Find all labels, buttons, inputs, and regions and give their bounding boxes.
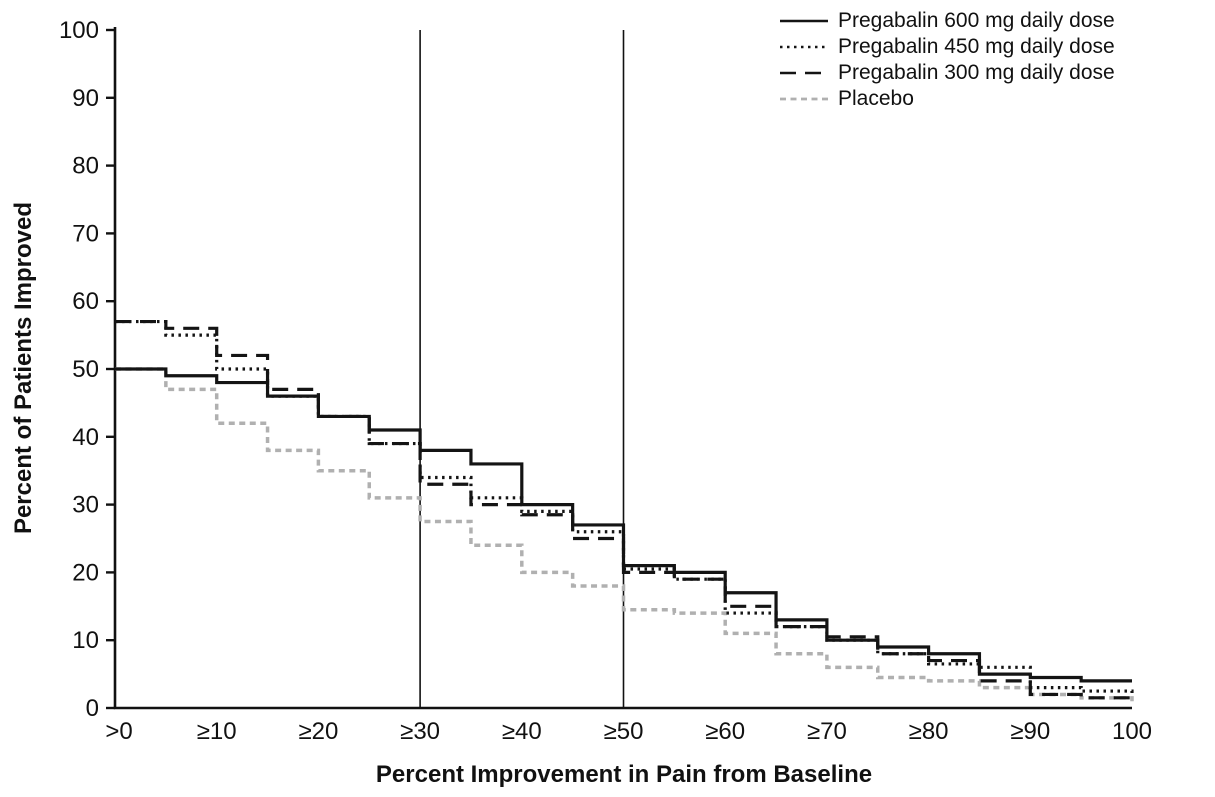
series-line-0 — [115, 367, 1132, 683]
line-sample-solid-icon — [780, 19, 828, 23]
y-tick-label: 90 — [72, 85, 99, 112]
y-tick-label: 10 — [72, 627, 99, 654]
legend-item-placebo: Placebo — [778, 86, 1115, 112]
x-tick-label: 100 — [1112, 718, 1152, 745]
x-tick-label: ≥60 — [705, 718, 745, 745]
y-tick-label: 20 — [72, 559, 99, 586]
y-tick-label: 70 — [72, 220, 99, 247]
x-tick-label: >0 — [105, 718, 132, 745]
y-tick-label: 100 — [59, 17, 99, 44]
y-axis-title: Percent of Patients Improved — [10, 201, 37, 535]
legend-label-placebo: Placebo — [838, 87, 914, 110]
x-tick-label: ≥30 — [400, 718, 440, 745]
legend: Pregabalin 600 mg daily dose Pregabalin … — [778, 8, 1115, 112]
line-sample-dotted-icon — [780, 45, 828, 49]
series-line-3 — [115, 367, 1134, 702]
y-tick-label: 0 — [86, 695, 99, 722]
legend-label-450mg: Pregabalin 450 mg daily dose — [838, 35, 1115, 58]
legend-item-300mg: Pregabalin 300 mg daily dose — [778, 60, 1115, 86]
legend-label-300mg: Pregabalin 300 mg daily dose — [838, 61, 1115, 84]
x-axis-title: Percent Improvement in Pain from Baselin… — [375, 761, 873, 788]
y-tick-label: 30 — [72, 492, 99, 519]
legend-label-600mg: Pregabalin 600 mg daily dose — [838, 9, 1115, 32]
x-tick-label: ≥80 — [909, 718, 949, 745]
x-tick-label: ≥90 — [1010, 718, 1050, 745]
y-tick-label: 80 — [72, 153, 99, 180]
y-tick-label: 50 — [72, 356, 99, 383]
line-sample-placebo-icon — [780, 97, 828, 101]
x-tick-label: ≥10 — [197, 718, 237, 745]
x-tick-label: ≥50 — [604, 718, 644, 745]
y-tick-label: 40 — [72, 424, 99, 451]
y-tick-label: 60 — [72, 288, 99, 315]
legend-item-600mg: Pregabalin 600 mg daily dose — [778, 8, 1115, 34]
x-tick-label: ≥20 — [298, 718, 338, 745]
x-tick-label: ≥40 — [502, 718, 542, 745]
legend-item-450mg: Pregabalin 450 mg daily dose — [778, 34, 1115, 60]
line-sample-dashed-icon — [780, 71, 828, 75]
x-tick-label: ≥70 — [807, 718, 847, 745]
